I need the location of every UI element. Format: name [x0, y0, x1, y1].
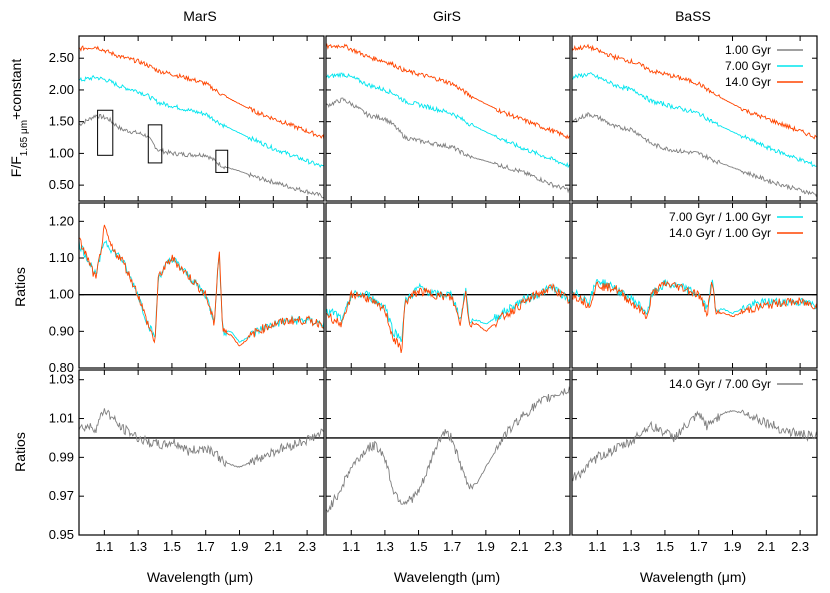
- y-tick-label: 1.01: [49, 411, 74, 426]
- x-tick-label: 1.9: [230, 539, 248, 554]
- y-tick-label: 0.99: [49, 449, 74, 464]
- y-tick-label: 1.00: [49, 287, 74, 302]
- series-line-14-0-gyr-1-00-gyr: [572, 279, 817, 319]
- x-tick-label: 1.9: [477, 539, 495, 554]
- legend-entry: 14.0 Gyr: [725, 75, 771, 89]
- x-tick-label: 1.5: [163, 539, 181, 554]
- panel-spectra-bass: 1.00 Gyr 7.00 Gyr 14.0 Gyr: [571, 35, 818, 202]
- x-tick-label: 1.3: [376, 539, 394, 554]
- x-tick-label: 1.3: [622, 539, 640, 554]
- panel-frame: [325, 35, 571, 202]
- panel-frame: [571, 35, 818, 202]
- series-line-1-00-gyr: [79, 113, 324, 199]
- series-line-7-00-gyr: [326, 72, 570, 169]
- panel-spectra-girs: [325, 35, 571, 202]
- series-line-14-0-gyr-7-00-gyr: [326, 386, 570, 513]
- x-tick-label: 1.5: [656, 539, 674, 554]
- xlabel-bass: Wavelength (μm): [640, 569, 746, 585]
- annotation-box-1: [97, 109, 114, 156]
- panel-frame: [78, 369, 325, 536]
- column-title-girs: GirS: [433, 8, 461, 24]
- panel-frame: [78, 35, 325, 202]
- y-tick-label: 1.20: [49, 213, 74, 228]
- y-tick-label: 1.03: [49, 372, 74, 387]
- x-tick-label: 2.1: [264, 539, 282, 554]
- y-tick-label: 1.10: [49, 250, 74, 265]
- series-line-14-0-gyr: [572, 43, 817, 140]
- annotation-box-2: [147, 124, 163, 164]
- y-tick-label: 2.50: [49, 50, 74, 65]
- xlabel-girs: Wavelength (μm): [394, 569, 500, 585]
- ylabel-ratios-1: Ratios: [12, 267, 28, 307]
- panel-frame: [325, 202, 571, 369]
- panels-group: 0.50 1.00 1.50 2.00 2.50 1.00 Gyr 7.00 Gyr 14.0…: [49, 35, 818, 554]
- panel-frame: [78, 202, 325, 369]
- panel-ratio_14_vs_7-girs: 1.1 1.3 1.5 1.7 1.9 2.1 2.3: [325, 369, 571, 554]
- x-tick-label: 1.7: [443, 539, 461, 554]
- y-tick-label: 1.50: [49, 114, 74, 129]
- panel-frame: [325, 369, 571, 536]
- x-tick-label: 2.3: [544, 539, 562, 554]
- y-tick-label: 0.97: [49, 488, 74, 503]
- legend-entry: 7.00 Gyr / 1.00 Gyr: [669, 210, 771, 224]
- x-tick-label: 1.7: [690, 539, 708, 554]
- xlabel-mars: Wavelength (μm): [147, 569, 253, 585]
- series-line-14-0-gyr: [326, 43, 570, 140]
- panel-ratio_14_vs_7-mars: 1.1 1.3 1.5 1.7 1.9 2.1 2.3 0.95 0.97 0.99 1.01 1.0…: [49, 369, 325, 554]
- x-tick-label: 1.7: [197, 539, 215, 554]
- x-tick-label: 1.5: [410, 539, 428, 554]
- column-title-mars: MarS: [183, 8, 216, 24]
- series-line-1-00-gyr: [326, 97, 570, 194]
- x-tick-label: 2.3: [298, 539, 316, 554]
- legend-entry: 14.0 Gyr / 1.00 Gyr: [669, 226, 771, 240]
- panel-frame: [571, 369, 818, 536]
- y-tick-label: 0.80: [49, 360, 74, 375]
- legend-entry: 1.00 Gyr: [725, 43, 771, 57]
- x-tick-label: 2.1: [757, 539, 775, 554]
- y-tick-label: 0.95: [49, 527, 74, 542]
- x-tick-label: 1.1: [95, 539, 113, 554]
- y-tick-label: 0.50: [49, 177, 74, 192]
- x-tick-label: 1.9: [723, 539, 741, 554]
- ylabel-ratios-2: Ratios: [12, 432, 28, 472]
- series-line-7-00-gyr: [572, 72, 817, 168]
- column-title-bass: BaSS: [675, 8, 711, 24]
- series-line-14-0-gyr-7-00-gyr: [572, 409, 817, 482]
- x-tick-label: 2.3: [791, 539, 809, 554]
- series-line-14-0-gyr: [79, 45, 324, 140]
- y-tick-label: 0.90: [49, 323, 74, 338]
- panel-ratios_vs_1gyr-bass: 7.00 Gyr / 1.00 Gyr 14.0 Gyr / 1.00 Gyr: [571, 202, 818, 369]
- series-line-7-00-gyr: [79, 74, 324, 168]
- series-line-7-00-gyr-1-00-gyr: [79, 240, 324, 343]
- series-line-14-0-gyr-7-00-gyr: [79, 408, 324, 468]
- x-tick-label: 1.3: [129, 539, 147, 554]
- panel-ratio_14_vs_7-bass: 1.1 1.3 1.5 1.7 1.9 2.1 2.3 14.0 Gyr / 7.00 Gyr: [571, 369, 818, 554]
- ylabel-spectra: F/F1.65 μm+constant: [8, 59, 30, 178]
- panel-frame: [571, 202, 818, 369]
- series-line-14-0-gyr-1-00-gyr: [326, 282, 570, 353]
- legend-entry: 14.0 Gyr / 7.00 Gyr: [669, 377, 771, 391]
- x-tick-label: 1.1: [588, 539, 606, 554]
- panel-ratios_vs_1gyr-mars: 0.80 0.90 1.00 1.10 1.20: [49, 202, 325, 375]
- annotation-box-3: [215, 149, 229, 173]
- series-line-1-00-gyr: [572, 111, 817, 198]
- y-tick-label: 2.00: [49, 82, 74, 97]
- panel-spectra-mars: 0.50 1.00 1.50 2.00 2.50: [49, 35, 325, 202]
- series-line-14-0-gyr-1-00-gyr: [79, 224, 324, 347]
- panel-ratios_vs_1gyr-girs: [325, 202, 571, 369]
- y-tick-label: 1.00: [49, 145, 74, 160]
- legend-entry: 7.00 Gyr: [725, 59, 771, 73]
- x-tick-label: 1.1: [342, 539, 360, 554]
- x-tick-label: 2.1: [510, 539, 528, 554]
